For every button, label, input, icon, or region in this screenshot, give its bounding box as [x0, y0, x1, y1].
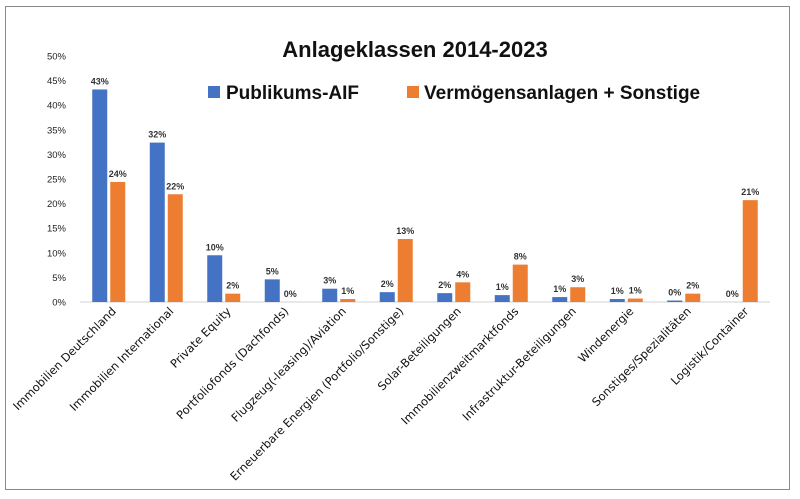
y-tick-label: 40% — [47, 101, 67, 112]
bar-publikums-aif — [264, 279, 280, 302]
y-tick-label: 50% — [47, 52, 67, 63]
data-label: 1% — [611, 286, 624, 296]
y-tick-label: 45% — [47, 76, 67, 87]
bar-publikums-aif — [437, 293, 453, 302]
bar-publikums-aif — [494, 295, 510, 302]
legend-swatch-publikums-aif — [208, 86, 220, 98]
data-label: 2% — [438, 280, 451, 290]
bar-vermoegensanlagen — [110, 181, 126, 302]
data-label: 8% — [514, 252, 527, 262]
bars: 43% 24% 32% 22% 10% 2% 5% 0% 3% 1% 2% 13% 2% 4% 1% 8% 1%… — [91, 76, 759, 303]
data-label: 43% — [91, 76, 109, 86]
data-label: 21% — [741, 187, 759, 197]
data-label: 4% — [456, 269, 469, 279]
y-tick-label: 30% — [47, 150, 67, 161]
bar-vermoegensanlagen — [742, 200, 758, 302]
bar-vermoegensanlagen — [570, 287, 586, 302]
x-tick-label: Infrastruktur-Beteiligungen — [459, 304, 578, 423]
bar-publikums-aif — [552, 297, 568, 302]
chart-title: Anlageklassen 2014-2023 — [282, 37, 547, 62]
bar-vermoegensanlagen — [340, 299, 356, 302]
data-label: 3% — [571, 274, 584, 284]
y-tick-label: 15% — [47, 224, 67, 235]
y-tick-label: 35% — [47, 125, 67, 136]
bar-publikums-aif — [207, 255, 223, 302]
data-label: 32% — [148, 130, 166, 140]
chart-frame — [5, 6, 790, 490]
bar-vermoegensanlagen — [627, 298, 643, 302]
data-label: 1% — [629, 286, 642, 296]
data-label: 2% — [686, 281, 699, 291]
x-tick-label: Immobilien International — [67, 304, 177, 414]
bar-vermoegensanlagen — [225, 293, 241, 302]
bar-publikums-aif — [379, 292, 395, 302]
bar-vermoegensanlagen — [455, 282, 471, 302]
bar-publikums-aif — [667, 300, 683, 302]
bar-vermoegensanlagen — [685, 293, 701, 302]
data-label: 3% — [323, 276, 336, 286]
bar-publikums-aif — [322, 288, 338, 302]
legend-label-vermoegensanlagen: Vermögensanlagen + Sonstige — [424, 83, 700, 104]
bar-publikums-aif — [149, 142, 165, 302]
y-tick-label: 10% — [47, 248, 67, 259]
data-label: 1% — [341, 286, 354, 296]
bar-vermoegensanlagen — [397, 239, 413, 302]
data-label: 13% — [396, 226, 414, 236]
data-label: 10% — [206, 242, 224, 252]
bar-publikums-aif — [92, 89, 108, 303]
data-label: 2% — [226, 281, 239, 291]
x-tick-label: Portfoliofonds (Dachfonds) — [173, 304, 291, 422]
data-label: 5% — [266, 266, 279, 276]
data-label: 1% — [553, 284, 566, 294]
y-axis: 0% 5% 10% 15% 20% 25% 30% 35% 40% 45% 50% — [47, 52, 770, 309]
bar-vermoegensanlagen — [512, 264, 528, 302]
data-label: 1% — [496, 282, 509, 292]
bar-vermoegensanlagen — [167, 194, 183, 302]
data-label: 0% — [668, 288, 681, 298]
x-tick-label: Sonstiges/Spezialitäten — [589, 304, 694, 409]
legend-swatch-vermoegensanlagen — [407, 86, 419, 98]
x-tick-label: Flugzeug(-leasing)/Aviation — [228, 304, 349, 425]
data-label: 2% — [381, 279, 394, 289]
data-label: 0% — [726, 289, 739, 299]
y-tick-label: 20% — [47, 199, 67, 210]
x-tick-label: Immobilien Deutschland — [10, 304, 119, 413]
x-tick-label: Windenergie — [575, 304, 636, 365]
x-tick-label: Immobilienzweitmarktfonds — [398, 304, 521, 427]
y-tick-label: 25% — [47, 175, 67, 186]
y-tick-label: 5% — [52, 273, 66, 284]
data-label: 0% — [284, 289, 297, 299]
legend: Publikums-AIF Vermögensanlagen + Sonstig… — [208, 83, 700, 104]
legend-label-publikums-aif: Publikums-AIF — [226, 83, 359, 104]
data-label: 24% — [109, 169, 127, 179]
bar-publikums-aif — [609, 299, 625, 302]
y-tick-label: 0% — [52, 298, 66, 309]
data-label: 22% — [166, 181, 184, 191]
